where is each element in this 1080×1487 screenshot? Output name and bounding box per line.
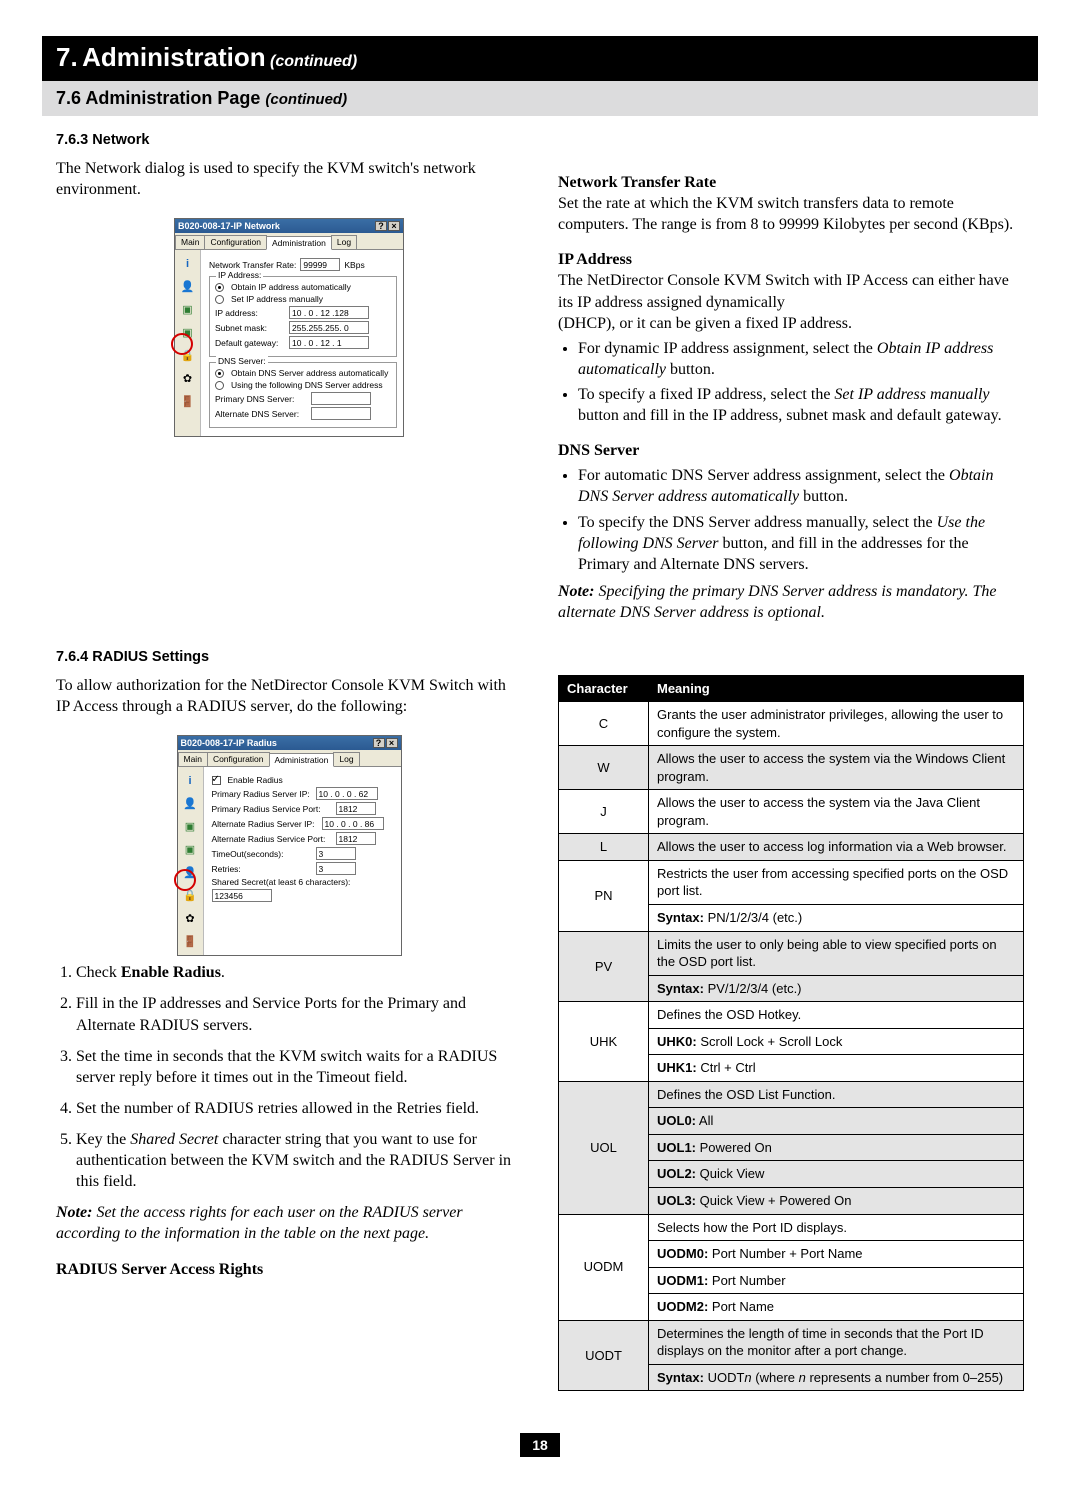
radius-intro: To allow authorization for the NetDirect… xyxy=(56,675,522,717)
ip-head: IP Address xyxy=(558,249,1024,270)
user2-icon: 👤 xyxy=(183,865,198,880)
network2-icon: ▣ xyxy=(180,325,195,340)
window-buttons: ?× xyxy=(374,221,400,231)
gear-icon: ✿ xyxy=(180,371,195,386)
dns-note: Note: Specifying the primary DNS Server … xyxy=(558,581,1024,623)
table-cell-char: UODM xyxy=(559,1214,649,1320)
table-row: PNRestricts the user from accessing spec… xyxy=(559,860,1024,931)
radio-icon xyxy=(215,283,224,292)
window-buttons: ?× xyxy=(372,738,398,748)
section-continued: (continued) xyxy=(265,91,347,108)
section-header: 7.6 Administration Page (continued) xyxy=(42,81,1038,116)
ip-bullet-1: For dynamic IP address assignment, selec… xyxy=(578,338,1024,380)
table-cell-char: PV xyxy=(559,931,649,1002)
table-row: UHKDefines the OSD Hotkey.UHK0: Scroll L… xyxy=(559,1002,1024,1082)
table-cell-meaning: Selects how the Port ID displays.UODM0: … xyxy=(649,1214,1024,1320)
table-row: PVLimits the user to only being able to … xyxy=(559,931,1024,1002)
table-cell-char: UHK xyxy=(559,1002,649,1082)
dialog-sidebar-icons: i 👤 ▣ ▣ 🔒 ✿ 🚪 xyxy=(175,250,201,436)
ip-body1: The NetDirector Console KVM Switch with … xyxy=(558,270,1024,312)
network-icon: ▣ xyxy=(180,302,195,317)
exit-icon: 🚪 xyxy=(180,394,195,409)
rights-head: RADIUS Server Access Rights xyxy=(56,1259,522,1280)
exit-icon: 🚪 xyxy=(183,934,198,949)
subsection-radius: 7.6.4 RADIUS Settings xyxy=(56,649,1038,665)
ip-bullet-2: To specify a fixed IP address, select th… xyxy=(578,384,1024,426)
radius-steps: Check Enable Radius. Fill in the IP addr… xyxy=(56,962,522,1192)
gear-icon: ✿ xyxy=(183,911,198,926)
table-row: UODTDetermines the length of time in sec… xyxy=(559,1320,1024,1391)
table-cell-char: J xyxy=(559,790,649,834)
table-cell-meaning: Defines the OSD Hotkey.UHK0: Scroll Lock… xyxy=(649,1002,1024,1082)
chapter-header: 7. Administration (continued) xyxy=(42,36,1038,81)
table-row: UOLDefines the OSD List Function.UOL0: A… xyxy=(559,1081,1024,1214)
radius-dialog-screenshot: B020-008-17-IP Radius ?× Main Configurat… xyxy=(177,735,402,956)
page-number: 18 xyxy=(520,1433,560,1457)
network2-icon: ▣ xyxy=(183,842,198,857)
table-cell-meaning: Allows the user to access the system via… xyxy=(649,790,1024,834)
radio-icon xyxy=(215,381,224,390)
radio-icon xyxy=(215,369,224,378)
table-head-meaning: Meaning xyxy=(649,676,1024,702)
table-cell-char: L xyxy=(559,834,649,861)
table-row: JAllows the user to access the system vi… xyxy=(559,790,1024,834)
user-icon: 👤 xyxy=(180,279,195,294)
table-cell-char: UOL xyxy=(559,1081,649,1214)
info-icon: i xyxy=(180,256,195,271)
radius-note: Note: Set the access rights for each use… xyxy=(56,1202,522,1244)
table-row: LAllows the user to access log informati… xyxy=(559,834,1024,861)
table-row: WAllows the user to access the system vi… xyxy=(559,746,1024,790)
dns-bullet-1: For automatic DNS Server address assignm… xyxy=(578,465,1024,507)
checkbox-icon xyxy=(212,776,221,785)
lock-icon: 🔒 xyxy=(180,348,195,363)
network-icon: ▣ xyxy=(183,819,198,834)
user-icon: 👤 xyxy=(183,796,198,811)
info-icon: i xyxy=(183,773,198,788)
ntr-input xyxy=(300,258,340,271)
table-cell-meaning: Restricts the user from accessing specif… xyxy=(649,860,1024,931)
dns-head: DNS Server xyxy=(558,440,1024,461)
table-head-char: Character xyxy=(559,676,649,702)
table-cell-char: W xyxy=(559,746,649,790)
dialog-titlebar: B020-008-17-IP Network ?× xyxy=(175,219,403,233)
table-row: UODMSelects how the Port ID displays.UOD… xyxy=(559,1214,1024,1320)
chapter-continued: (continued) xyxy=(270,53,357,70)
section-number: 7.6 xyxy=(56,88,81,108)
table-cell-meaning: Defines the OSD List Function.UOL0: AllU… xyxy=(649,1081,1024,1214)
table-cell-meaning: Determines the length of time in seconds… xyxy=(649,1320,1024,1391)
table-cell-meaning: Allows the user to access log informatio… xyxy=(649,834,1024,861)
network-intro: The Network dialog is used to specify th… xyxy=(56,158,522,200)
table-row: CGrants the user administrator privilege… xyxy=(559,702,1024,746)
radius-rights-table: Character Meaning CGrants the user admin… xyxy=(558,675,1024,1391)
ntr-body: Set the rate at which the KVM switch tra… xyxy=(558,193,1024,235)
ip-body2: (DHCP), or it can be given a fixed IP ad… xyxy=(558,313,1024,334)
table-cell-meaning: Allows the user to access the system via… xyxy=(649,746,1024,790)
subsection-network: 7.6.3 Network xyxy=(56,132,1038,148)
table-cell-char: PN xyxy=(559,860,649,931)
table-cell-char: C xyxy=(559,702,649,746)
ntr-head: Network Transfer Rate xyxy=(558,172,1024,193)
radio-icon xyxy=(215,295,224,304)
network-dialog-screenshot: B020-008-17-IP Network ?× Main Configura… xyxy=(174,218,404,437)
table-cell-char: UODT xyxy=(559,1320,649,1391)
table-cell-meaning: Grants the user administrator privileges… xyxy=(649,702,1024,746)
table-cell-meaning: Limits the user to only being able to vi… xyxy=(649,931,1024,1002)
lock-icon: 🔒 xyxy=(183,888,198,903)
dialog-tabs: Main Configuration Administration Log xyxy=(175,233,403,249)
dns-bullet-2: To specify the DNS Server address manual… xyxy=(578,512,1024,575)
chapter-number: 7. xyxy=(56,42,78,72)
chapter-title: Administration xyxy=(82,42,265,72)
section-title: Administration Page xyxy=(85,88,260,108)
